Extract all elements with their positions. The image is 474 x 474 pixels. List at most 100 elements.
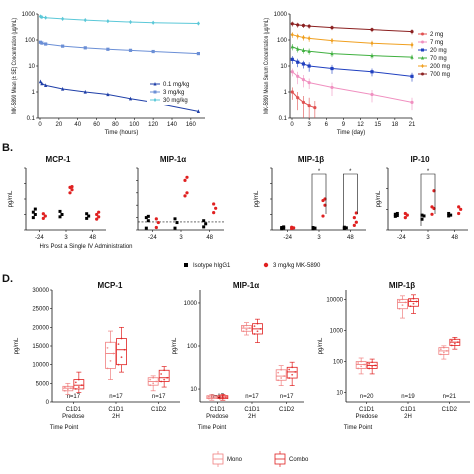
data-point — [301, 35, 306, 40]
y-tick-label: 100 — [333, 360, 344, 366]
n-label: n=17 — [109, 394, 123, 400]
n-label: n=19 — [401, 394, 415, 400]
iso-point — [146, 219, 150, 223]
y-tick-label: 5000 — [36, 381, 50, 387]
data-point — [106, 92, 110, 97]
data-point — [370, 28, 374, 32]
data-point — [301, 48, 306, 52]
mk-point — [43, 214, 47, 218]
data-point — [106, 47, 110, 51]
legend: Mono Combo — [212, 451, 309, 467]
significance-bracket: * — [311, 169, 327, 226]
data-point — [128, 48, 133, 52]
y-tick-label: 20000 — [32, 325, 49, 331]
x-tick-label: 3 — [317, 235, 321, 241]
mk-point — [41, 212, 45, 216]
combo-box — [252, 318, 263, 343]
data-point — [370, 92, 374, 97]
series-line — [292, 34, 413, 46]
box-point — [221, 394, 224, 397]
y-axis-title: MK-5890 Mean Serum Concentration (µg/mL) — [264, 18, 270, 114]
data-point — [61, 44, 65, 48]
box-point — [149, 378, 152, 381]
data-point — [296, 23, 300, 27]
data-point — [410, 100, 414, 104]
x-tick-label: C1D1 — [244, 407, 260, 413]
y-tick-label: 30000 — [32, 288, 49, 294]
data-point — [301, 100, 306, 104]
x-tick-label: 3 — [179, 235, 183, 241]
legend-marker — [184, 263, 188, 267]
box-point — [288, 377, 291, 379]
significance-star: * — [427, 169, 430, 175]
data-point — [370, 41, 374, 46]
x-tick-label: -24 — [148, 235, 157, 241]
legend-label: 20 mg — [430, 48, 447, 54]
box-point — [242, 330, 245, 333]
mk-point — [212, 211, 216, 215]
iso-point — [58, 209, 62, 213]
y-tick-label: 1000 — [184, 301, 198, 307]
mk-point — [214, 206, 218, 210]
box-point — [106, 346, 109, 349]
y-tick-label: 1000 — [274, 12, 288, 18]
box-point — [109, 341, 112, 344]
legend-marker — [153, 82, 157, 86]
mono-box — [355, 357, 367, 375]
box-point — [207, 397, 210, 400]
iso-point — [311, 226, 315, 230]
data-point — [44, 42, 48, 46]
subplot-title: MIP-1β — [298, 155, 324, 164]
legend-marker — [421, 48, 424, 52]
data-point — [290, 70, 294, 74]
box-point — [106, 367, 109, 370]
x-tick-label: 18 — [392, 122, 399, 128]
data-point — [330, 51, 334, 56]
data-point — [330, 25, 334, 30]
mk-point — [183, 178, 187, 182]
y-tick-label: 15000 — [32, 344, 49, 350]
data-point — [330, 66, 334, 71]
box-point — [401, 304, 404, 307]
y-axis-title: pg/mL — [376, 190, 382, 207]
box-point — [368, 362, 371, 365]
x-tick-label: -24 — [397, 235, 406, 241]
mk-point — [352, 223, 356, 227]
box-point — [442, 351, 445, 354]
mk-point — [156, 220, 160, 225]
mk-point — [95, 212, 99, 217]
box-point — [160, 380, 163, 383]
iso-point — [342, 225, 346, 229]
mk-point — [70, 188, 74, 192]
x-tick-label: C1D1 — [359, 407, 375, 413]
box-point — [69, 387, 72, 390]
box-point — [277, 371, 280, 374]
iso-point — [449, 213, 453, 217]
iso-point — [395, 211, 399, 215]
legend-label: 70 mg — [430, 56, 447, 62]
data-point — [330, 85, 334, 90]
iso-point — [393, 214, 397, 218]
box-point — [363, 363, 366, 366]
legend-label: 700 mg — [430, 72, 450, 78]
legend-label: 2 mg — [430, 32, 443, 38]
chart-A-right: 0.1 1 10 100 1000 0 3 6 9 12 15 18 21 Time (day) MK-58… — [264, 12, 450, 136]
bracket-line — [343, 173, 358, 226]
iso-point — [173, 226, 177, 230]
data-point — [410, 30, 414, 34]
x-tick-label: 80 — [112, 122, 119, 128]
mk-point — [352, 216, 356, 220]
mk-point — [154, 217, 158, 221]
subplot-MIP-1-: MIP-1α -24 3 48 — [136, 155, 224, 241]
y-tick-label: 10000 — [326, 297, 343, 303]
box-point — [259, 327, 262, 330]
mk-point — [185, 191, 189, 195]
y-tick-label: 10 — [190, 387, 197, 393]
box-point — [398, 307, 401, 310]
y-tick-label: 10000 — [32, 363, 49, 369]
x-tick-label: 60 — [93, 122, 100, 128]
y-axis-title: pg/mL — [172, 337, 178, 354]
iso-point — [313, 226, 317, 230]
combo-box — [116, 326, 127, 373]
y-tick-label: 1 — [284, 90, 288, 96]
